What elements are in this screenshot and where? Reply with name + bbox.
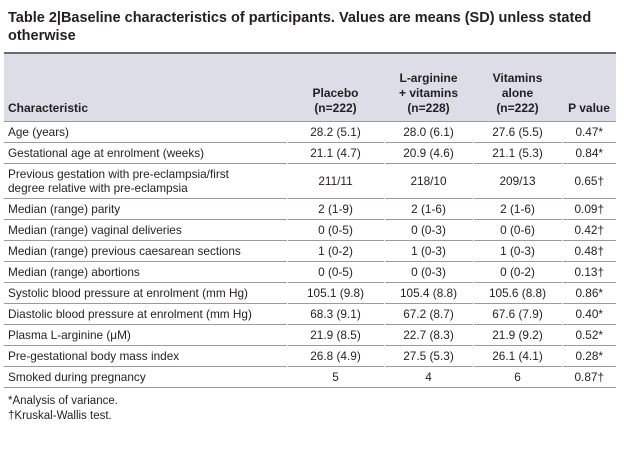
table-row: Pre-gestational body mass index 26.8 (4.… [4, 345, 616, 367]
cell-pvalue: 0.52* [561, 324, 616, 346]
row-label: Gestational age at enrolment (weeks) [4, 142, 287, 164]
footnote-anova: *Analysis of variance. [8, 395, 118, 407]
header-line: (n=228) [407, 101, 450, 115]
cell-pvalue: 0.42† [561, 219, 616, 241]
cell-placebo: 21.9 (8.5) [286, 324, 384, 346]
row-label: Median (range) vaginal deliveries [4, 219, 287, 241]
cell-larginine: 218/10 [383, 163, 473, 199]
cell-pvalue: 0.48† [561, 240, 616, 262]
table-row: Diastolic blood pressure at enrolment (m… [4, 303, 616, 325]
cell-vitamins: 0 (0-6) [472, 219, 562, 241]
header-characteristic: Characteristic [8, 101, 89, 115]
row-label: Previous gestation with pre-eclampsia/fi… [4, 163, 287, 199]
table-row: Smoked during pregnancy 5 4 6 0.87† [4, 366, 616, 388]
row-label: Median (range) abortions [4, 261, 287, 283]
cell-larginine: 20.9 (4.6) [383, 142, 473, 164]
cell-vitamins: 6 [472, 366, 562, 388]
footnotes: *Analysis of variance. †Kruskal-Wallis t… [4, 388, 616, 424]
header-row: Characteristic Placebo (n=222) L-arginin… [4, 54, 616, 122]
row-label: Median (range) parity [4, 198, 287, 220]
table-row: Age (years) 28.2 (5.1) 28.0 (6.1) 27.6 (… [4, 121, 616, 143]
top-rule [4, 52, 616, 54]
header-line: Vitamins [492, 71, 543, 85]
table-row: Previous gestation with pre-eclampsia/fi… [4, 163, 616, 199]
cell-pvalue: 0.28* [561, 345, 616, 367]
header-line: Placebo [312, 86, 359, 100]
row-label: Systolic blood pressure at enrolment (mm… [4, 282, 287, 304]
cell-larginine: 22.7 (8.3) [383, 324, 473, 346]
header-line: (n=222) [496, 101, 539, 115]
cell-vitamins: 105.6 (8.8) [472, 282, 562, 304]
cell-larginine: 4 [383, 366, 473, 388]
cell-larginine: 67.2 (8.7) [383, 303, 473, 325]
header-line: L-arginine [399, 71, 458, 85]
cell-placebo: 105.1 (9.8) [286, 282, 384, 304]
cell-pvalue: 0.47* [561, 121, 616, 143]
header-placebo: Placebo (n=222) [287, 54, 384, 122]
cell-pvalue: 0.40* [561, 303, 616, 325]
cell-larginine: 0 (0-3) [383, 219, 473, 241]
row-label: Diastolic blood pressure at enrolment (m… [4, 303, 287, 325]
cell-placebo: 5 [286, 366, 384, 388]
cell-placebo: 26.8 (4.9) [286, 345, 384, 367]
table-number: Table 2 [8, 10, 57, 26]
cell-pvalue: 0.13† [561, 261, 616, 283]
table-row: Median (range) previous caesarean sectio… [4, 240, 616, 262]
table-row: Plasma L-arginine (μM) 21.9 (8.5) 22.7 (… [4, 324, 616, 346]
caption-separator: | [56, 10, 61, 26]
table-caption: Table 2|Baseline characteristics of part… [4, 6, 616, 52]
cell-vitamins: 67.6 (7.9) [472, 303, 562, 325]
cell-pvalue: 0.86* [561, 282, 616, 304]
cell-pvalue: 0.87† [561, 366, 616, 388]
row-label: Age (years) [4, 121, 287, 143]
header-line: + vitamins [398, 86, 459, 100]
cell-pvalue: 0.09† [561, 198, 616, 220]
cell-placebo: 68.3 (9.1) [286, 303, 384, 325]
cell-vitamins: 1 (0-3) [472, 240, 562, 262]
cell-larginine: 105.4 (8.8) [383, 282, 473, 304]
header-line: alone [501, 86, 534, 100]
row-label-line: Previous gestation with pre-eclampsia/fi… [8, 167, 229, 181]
cell-larginine: 27.5 (5.3) [383, 345, 473, 367]
cell-pvalue: 0.65† [561, 163, 616, 199]
header-line: (n=222) [314, 101, 357, 115]
cell-vitamins: 21.9 (9.2) [472, 324, 562, 346]
table-row: Gestational age at enrolment (weeks) 21.… [4, 142, 616, 164]
cell-placebo: 28.2 (5.1) [286, 121, 384, 143]
table-row: Median (range) abortions 0 (0-5) 0 (0-3)… [4, 261, 616, 283]
caption-text: Baseline characteristics of participants… [8, 10, 592, 44]
table-row: Median (range) parity 2 (1-9) 2 (1-6) 2 … [4, 198, 616, 220]
cell-placebo: 2 (1-9) [286, 198, 384, 220]
cell-vitamins: 26.1 (4.1) [472, 345, 562, 367]
cell-placebo: 1 (0-2) [286, 240, 384, 262]
table-row: Systolic blood pressure at enrolment (mm… [4, 282, 616, 304]
row-label: Pre-gestational body mass index [4, 345, 287, 367]
header-larginine: L-arginine + vitamins (n=228) [384, 54, 473, 122]
cell-vitamins: 209/13 [472, 163, 562, 199]
header-vitamins: Vitamins alone (n=222) [473, 54, 562, 122]
cell-pvalue: 0.84* [561, 142, 616, 164]
cell-placebo: 0 (0-5) [286, 219, 384, 241]
row-label: Smoked during pregnancy [4, 366, 287, 388]
cell-placebo: 211/11 [286, 163, 384, 199]
baseline-table: Characteristic Placebo (n=222) L-arginin… [4, 54, 616, 388]
cell-vitamins: 27.6 (5.5) [472, 121, 562, 143]
footnote-kruskal-wallis: †Kruskal-Wallis test. [8, 410, 112, 422]
table-row: Median (range) vaginal deliveries 0 (0-5… [4, 219, 616, 241]
cell-larginine: 2 (1-6) [383, 198, 473, 220]
row-label: Median (range) previous caesarean sectio… [4, 240, 287, 262]
cell-larginine: 28.0 (6.1) [383, 121, 473, 143]
header-pvalue: P value [568, 101, 610, 115]
cell-larginine: 0 (0-3) [383, 261, 473, 283]
cell-vitamins: 2 (1-6) [472, 198, 562, 220]
cell-larginine: 1 (0-3) [383, 240, 473, 262]
cell-vitamins: 0 (0-2) [472, 261, 562, 283]
row-label: Plasma L-arginine (μM) [4, 324, 287, 346]
row-label-line: degree relative with pre-eclampsia [8, 181, 188, 195]
cell-placebo: 0 (0-5) [286, 261, 384, 283]
cell-placebo: 21.1 (4.7) [286, 142, 384, 164]
table-figure: Table 2|Baseline characteristics of part… [4, 6, 616, 424]
cell-vitamins: 21.1 (5.3) [472, 142, 562, 164]
